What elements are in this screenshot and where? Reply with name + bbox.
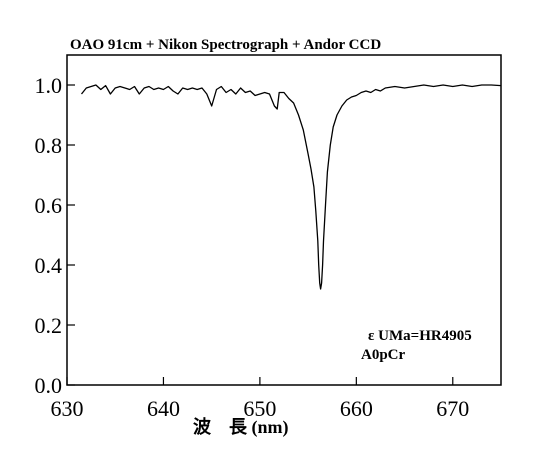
y-tick-label: 0.4 <box>35 253 63 278</box>
x-tick-label: 640 <box>147 396 180 421</box>
y-tick-label: 1.0 <box>35 73 63 98</box>
x-axis: 630 640 650 660 670 <box>51 377 469 421</box>
y-tick-label: 0.0 <box>35 373 63 398</box>
y-tick-label: 0.8 <box>35 133 63 158</box>
x-axis-label: 波 長 (nm) <box>193 416 289 438</box>
x-tick-label: 650 <box>243 396 276 421</box>
y-tick-label: 0.6 <box>35 193 63 218</box>
chart-title: OAO 91cm + Nikon Spectrograph + Andor CC… <box>70 37 381 53</box>
plot-frame <box>66 54 502 386</box>
spectrum-line <box>80 84 502 290</box>
x-tick-label: 660 <box>340 396 373 421</box>
star-name-annotation: ε UMa=HR4905 <box>368 328 472 344</box>
y-tick-label: 0.2 <box>35 313 63 338</box>
x-tick-label: 670 <box>436 396 469 421</box>
y-axis: 0.0 0.2 0.4 0.6 0.8 1.0 <box>35 73 75 398</box>
x-tick-label: 630 <box>51 396 84 421</box>
spectral-type-annotation: A0pCr <box>361 347 406 363</box>
